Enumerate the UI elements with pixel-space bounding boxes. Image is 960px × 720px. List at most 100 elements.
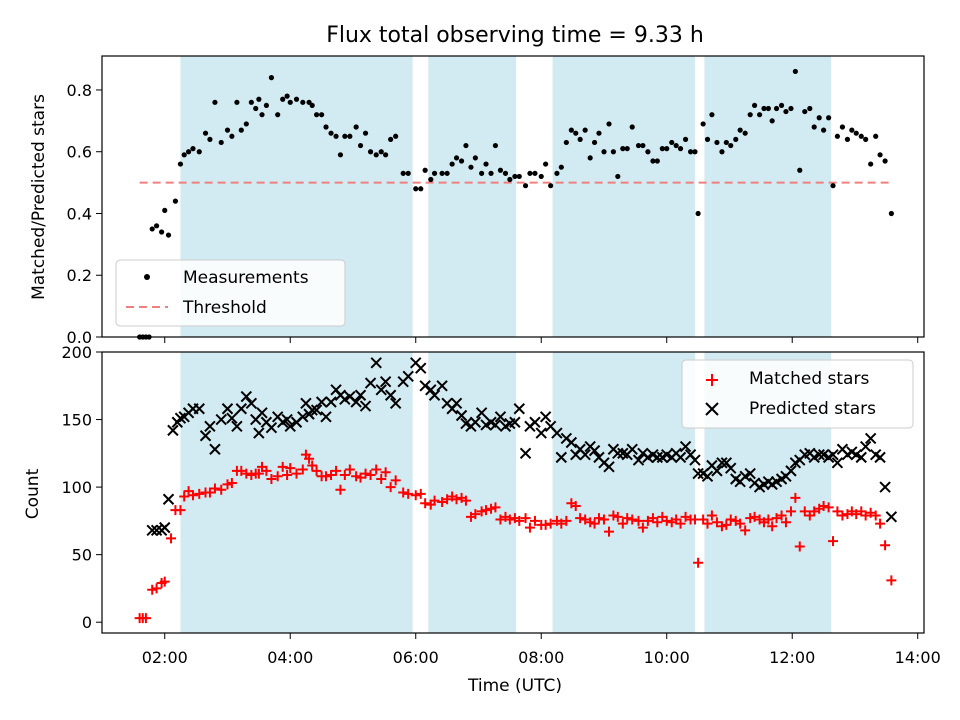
data-point — [229, 133, 235, 139]
predicted-point — [864, 432, 877, 445]
matched-point — [799, 506, 810, 517]
data-point — [816, 115, 822, 121]
x-tick-label: 12:00 — [769, 648, 815, 667]
predicted-point — [389, 397, 402, 410]
matched-point — [716, 521, 727, 532]
matched-point — [637, 522, 648, 533]
data-point — [826, 115, 832, 121]
data-point — [558, 164, 564, 170]
matched-point — [514, 515, 525, 526]
matched-point — [175, 505, 186, 516]
predicted-point — [859, 440, 872, 453]
matched-point — [675, 518, 686, 529]
count-panel: 0 50 100 150 200 02:00 04:00 06:00 08:00 10:00 12… — [23, 343, 941, 696]
matched-point — [159, 576, 170, 587]
y-tick-label: 0.2 — [67, 266, 92, 285]
predicted-point — [579, 448, 591, 461]
matched-point — [740, 525, 751, 536]
data-point — [431, 170, 438, 176]
x-tick-label: 14:00 — [895, 648, 941, 667]
data-point — [207, 136, 213, 142]
data-point — [234, 99, 240, 105]
predicted-point — [603, 461, 615, 473]
data-point — [554, 170, 560, 176]
data-point — [190, 146, 196, 152]
data-point — [300, 99, 306, 105]
ratio-legend: Measurements Threshold — [115, 259, 346, 327]
data-point — [313, 112, 320, 118]
predicted-point — [193, 403, 205, 415]
data-point — [293, 96, 300, 102]
data-point — [844, 136, 851, 142]
matched-point — [442, 494, 453, 505]
matched-point — [490, 502, 501, 513]
matched-point — [236, 465, 247, 476]
data-point — [582, 127, 588, 133]
ratio-x-ticks — [164, 337, 919, 343]
data-point — [728, 142, 734, 149]
predicted-point — [215, 413, 227, 426]
observing-window — [428, 352, 517, 633]
predicted-point — [428, 389, 441, 401]
predicted-point — [231, 420, 243, 433]
matched-point — [166, 533, 177, 544]
legend-label-threshold: Threshold — [182, 298, 267, 318]
matched-point — [693, 557, 704, 568]
data-point — [428, 176, 434, 183]
data-point — [458, 158, 465, 164]
data-point — [695, 210, 701, 217]
matched-point — [680, 511, 691, 522]
predicted-point — [701, 470, 714, 482]
predicted-point — [716, 457, 728, 469]
data-point — [773, 105, 780, 112]
data-point — [488, 170, 494, 176]
matched-point — [486, 503, 497, 514]
matched-point — [633, 515, 644, 526]
data-point — [888, 210, 894, 217]
predicted-point — [651, 451, 664, 464]
predicted-point — [297, 411, 309, 423]
data-point — [714, 139, 720, 146]
data-point — [610, 149, 616, 155]
data-point — [538, 173, 544, 180]
matched-point — [875, 518, 886, 529]
data-point — [422, 167, 428, 173]
data-point — [635, 142, 642, 149]
data-point — [834, 133, 841, 139]
data-point — [858, 133, 864, 139]
predicted-point — [245, 397, 258, 410]
predicted-point — [689, 454, 701, 466]
data-point — [159, 229, 165, 235]
predicted-point — [785, 465, 797, 477]
data-point — [463, 142, 469, 149]
data-point — [507, 176, 513, 183]
data-point — [153, 223, 160, 229]
matched-point — [622, 513, 633, 524]
data-point — [659, 146, 665, 152]
data-point — [640, 142, 646, 149]
count-y-ticks: 0 50 100 150 200 — [61, 343, 102, 632]
data-point — [873, 133, 879, 139]
predicted-point — [159, 521, 171, 534]
matched-point — [204, 487, 215, 498]
data-point — [645, 149, 651, 155]
matched-point — [711, 517, 722, 528]
matched-point — [216, 484, 227, 495]
data-point — [751, 102, 758, 109]
data-point — [821, 127, 827, 133]
data-point — [737, 127, 743, 133]
x-tick-label: 02:00 — [142, 648, 188, 667]
data-point — [243, 121, 249, 127]
matched-point — [194, 488, 205, 499]
matched-point — [460, 495, 471, 506]
matched-point — [790, 492, 801, 503]
data-point — [400, 170, 406, 176]
matched-point — [476, 506, 487, 517]
data-point — [527, 170, 533, 176]
predicted-point — [469, 416, 482, 428]
matched-point — [335, 484, 346, 495]
data-point — [868, 161, 874, 167]
x-tick-label: 06:00 — [393, 648, 439, 667]
matched-point — [187, 490, 198, 501]
data-point — [393, 133, 399, 139]
